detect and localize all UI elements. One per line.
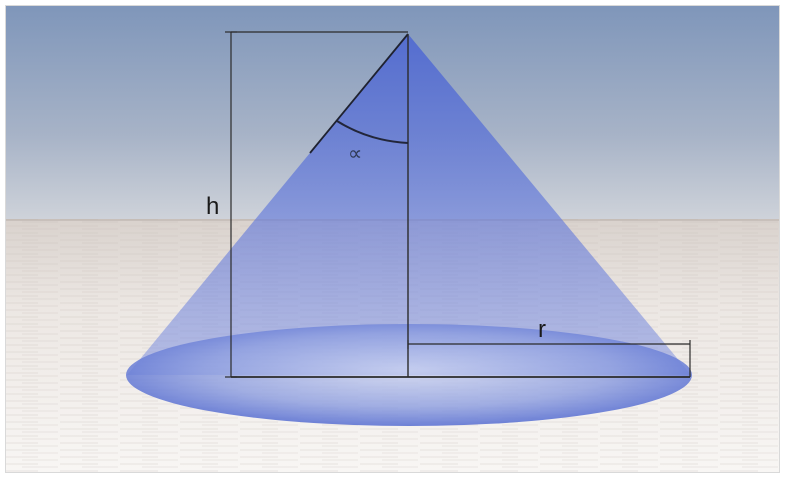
cone-base	[126, 324, 692, 426]
cone-left-edge	[309, 33, 409, 154]
radius-dimension	[407, 340, 691, 377]
angle-label: ∝	[348, 141, 362, 165]
image-frame	[5, 5, 780, 473]
radius-label: r	[538, 316, 546, 343]
cone-body	[127, 34, 691, 375]
angle-arc	[336, 120, 409, 144]
height-label: h	[206, 193, 219, 220]
